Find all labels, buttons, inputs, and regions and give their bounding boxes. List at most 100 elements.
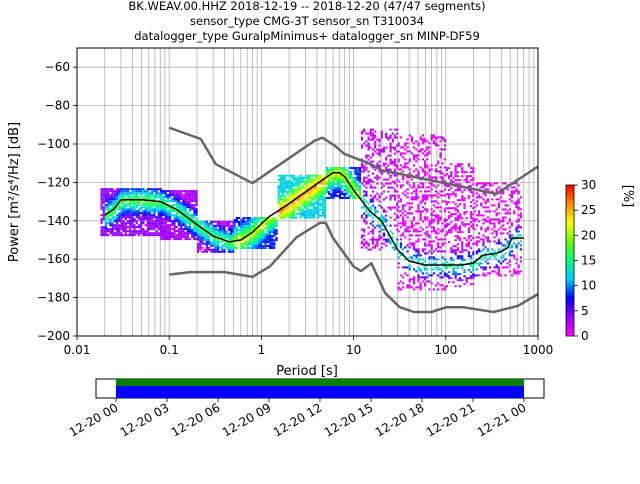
density-cell [293,182,296,185]
density-cell [437,250,440,253]
density-cell [515,190,518,193]
density-cell [177,204,181,207]
density-cell [321,176,324,179]
density-cell [235,233,238,235]
density-cell [131,206,134,209]
density-cell [396,244,399,247]
density-cell [164,218,167,221]
density-cell [511,194,514,197]
density-cell [406,274,409,277]
density-cell [223,224,226,227]
density-cell [232,228,235,231]
density-cell [275,221,278,223]
density-cell [310,184,313,187]
density-cell [367,178,370,181]
density-cell [459,225,462,228]
density-cell [271,245,274,247]
density-cell [282,200,285,203]
density-cell [365,168,368,171]
density-cell [242,235,245,237]
density-cell [397,206,400,209]
density-cell [396,202,399,205]
density-cell [111,206,114,209]
density-cell [461,251,464,254]
density-cell [201,232,204,235]
density-cell [193,220,196,223]
density-cell [437,216,440,219]
density-cell [131,226,134,229]
density-cell [354,197,357,199]
density-cell [155,204,158,207]
density-cell [262,233,265,235]
density-cell [334,193,337,195]
density-cell [517,190,520,193]
density-cell [124,234,127,237]
density-cell [472,273,475,276]
density-cell [135,214,138,217]
density-cell [312,182,315,185]
density-cell [437,274,440,277]
density-cell [120,192,123,195]
density-cell [225,236,228,239]
density-cell [111,228,114,231]
density-cell [210,240,213,243]
density-cell [171,214,174,217]
density-cell [347,171,350,173]
density-cell [385,238,388,241]
density-cell [124,232,127,235]
density-cell [184,226,187,229]
density-cell [279,214,282,217]
density-cell [232,224,235,227]
density-cell [508,254,511,257]
density-cell [104,214,108,217]
density-cell [293,188,296,191]
density-cell [120,226,123,229]
density-cell [432,272,435,275]
density-cell [454,285,457,288]
density-cell [191,218,194,221]
density-cell [166,224,170,227]
density-cell [441,242,444,245]
density-cell [140,208,143,211]
density-cell [129,208,132,211]
density-cell [308,212,311,215]
density-cell [363,128,366,131]
density-cell [197,222,200,225]
density-cell [504,208,507,211]
density-cell [517,242,520,245]
density-cell [415,140,418,143]
density-cell [171,204,174,207]
density-cell [467,245,470,248]
y-axis-ticks: −60−80−100−120−140−160−180−200 [37,60,77,343]
density-cell [133,214,136,217]
density-cell [290,212,293,215]
density-cell [142,230,145,233]
density-cell [454,271,457,274]
density-cell [323,192,326,195]
density-cell [279,182,282,185]
density-cell [282,180,285,183]
density-cell [182,196,185,199]
density-cell [146,188,149,191]
density-cell [371,230,375,233]
density-cell [151,190,154,193]
density-cell [408,172,411,175]
density-cell [315,178,318,181]
density-cell [251,227,254,229]
density-cell [363,230,366,233]
density-cell [486,238,489,241]
density-cell [169,236,172,239]
density-cell [500,262,503,265]
density-cell [157,206,160,209]
density-cell [497,268,500,271]
density-cell [382,220,386,223]
density-cell [120,202,123,205]
density-cell [334,187,337,189]
density-cell [482,198,485,201]
density-cell [445,207,448,210]
density-cell [293,178,296,181]
density-cell [417,234,420,237]
density-cell [382,150,386,153]
density-cell [284,194,287,197]
density-cell [113,218,116,221]
